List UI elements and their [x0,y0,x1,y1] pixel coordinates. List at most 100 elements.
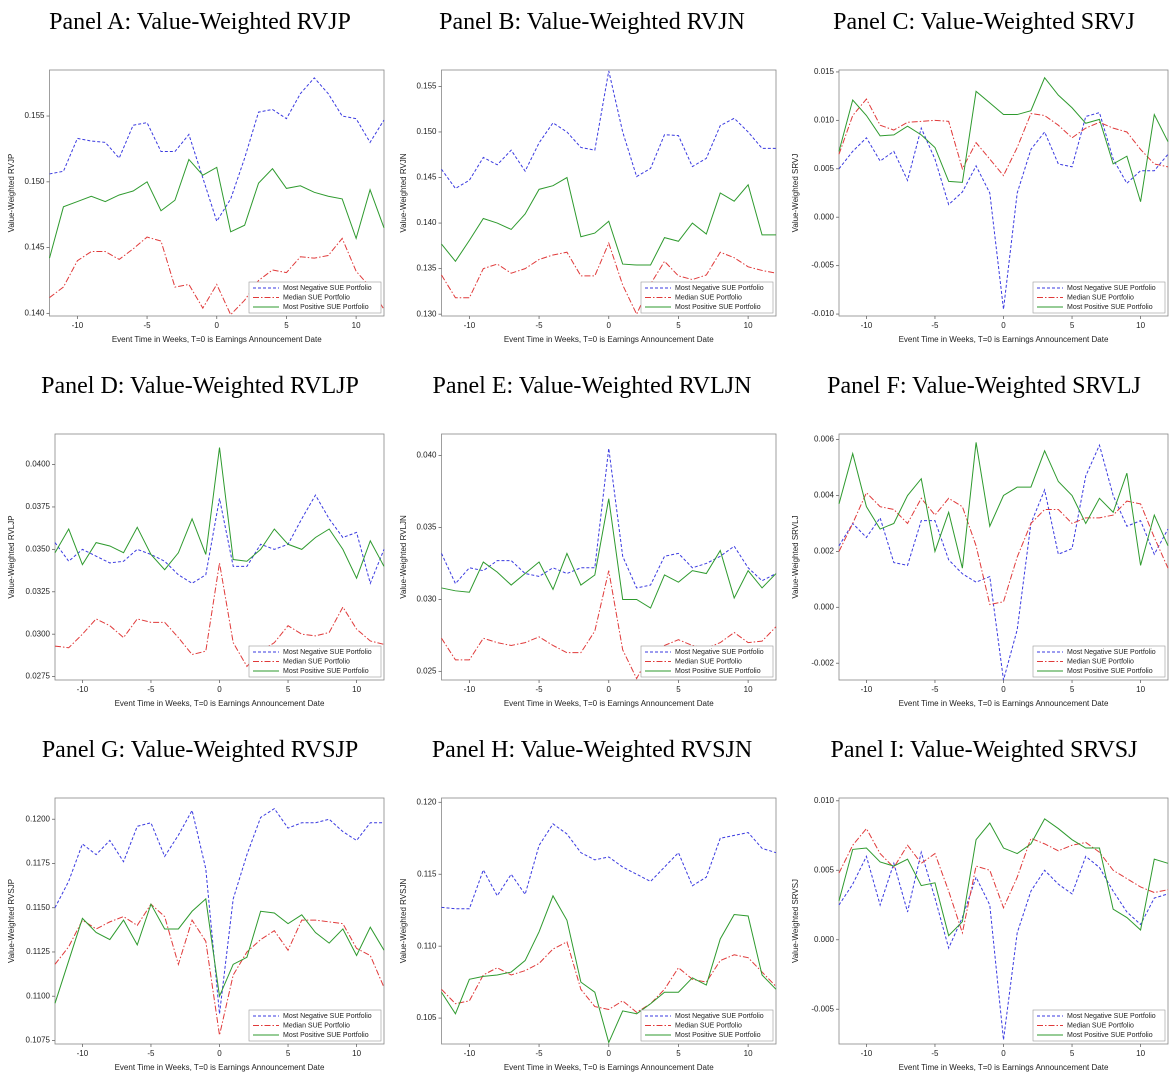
legend-box [640,281,774,314]
panel: Panel G: Value-Weighted RVSJP 0.1075 0.110… [0,728,390,1077]
y-tick-label: -0.005 [811,261,834,270]
y-axis-label: Value-Weighted SRVJ [791,154,800,233]
x-axis-label: Event Time in Weeks, T=0 is Earnings Ann… [504,1063,714,1072]
y-tick-label: 0.120 [416,797,437,806]
plot-frame [54,797,385,1045]
series-line [49,77,385,223]
y-axis-label: Value-Weighted RVLJN [399,515,408,599]
legend-label: Median SUE Portfolio [283,658,350,665]
plot-frame [838,433,1169,681]
y-axis-label: Value-Weighted RVSJN [399,879,408,964]
x-tick-label: 10 [1136,321,1145,330]
x-tick-label: 5 [676,1049,681,1058]
series-line [838,818,1169,937]
y-tick-label: 0.115 [417,869,437,878]
y-tick-label: 0.155 [416,82,437,91]
series-line [441,941,777,1013]
y-axis-label: Value-Weighted RVSJP [7,879,16,963]
y-axis-label: Value-Weighted SRVSJ [791,879,800,963]
y-axis-label: Value-Weighted RVJN [399,153,408,232]
y-tick-label: 0.040 [416,451,437,460]
x-tick-label: 10 [1136,1049,1145,1058]
panel-title: Panel I: Value-Weighted SRVSJ [830,737,1138,763]
y-axis-label: Value-Weighted RVLJP [7,515,16,598]
series-line [441,823,777,910]
panel-title: Panel B: Value-Weighted RVJN [439,9,745,35]
y-tick-label: 0.135 [416,264,437,273]
series-line [54,903,385,1036]
y-axis-label: Value-Weighted RVJP [7,154,16,233]
panel: Panel H: Value-Weighted RVSJN 0.105 0.110 0… [392,728,782,1077]
x-tick-label: 5 [1070,1049,1075,1058]
x-tick-label: 10 [352,321,361,330]
x-axis-label: Event Time in Weeks, T=0 is Earnings Ann… [899,1063,1109,1072]
x-axis-label: Event Time in Weeks, T=0 is Earnings Ann… [504,699,714,708]
x-axis-label: Event Time in Weeks, T=0 is Earnings Ann… [899,699,1109,708]
y-tick-label: 0.0400 [26,460,51,469]
legend-label: Most Negative SUE Portfolio [675,1013,764,1020]
legend-box [1032,645,1166,678]
legend-label: Most Positive SUE Portfolio [1067,1032,1153,1039]
y-tick-label: 0.0300 [26,629,51,638]
chart: -0.002 0.000 0.002 0.004 0.006 -10 -5 0 5 10 Event… [791,433,1169,708]
series-line [54,807,384,1014]
x-tick-label: 10 [744,685,753,694]
x-tick-label: -5 [147,685,155,694]
y-tick-label: -0.005 [811,1004,834,1013]
x-tick-label: -10 [464,1049,476,1058]
panel-title: Panel H: Value-Weighted RVSJN [431,737,753,763]
y-tick-label: 0.0325 [26,587,51,596]
x-tick-label: -10 [77,685,89,694]
chart: 0.0275 0.0300 0.0325 0.0350 0.0375 0.0400 -10 -… [7,433,385,708]
y-tick-label: 0.025 [416,666,437,675]
legend-label: Most Positive SUE Portfolio [675,668,761,675]
x-axis-label: Event Time in Weeks, T=0 is Earnings Ann… [115,1063,325,1072]
x-tick-label: 5 [676,685,681,694]
series-line [441,448,777,589]
x-tick-label: -10 [77,1049,89,1058]
y-tick-label: 0.010 [814,796,835,805]
legend-box [248,1009,382,1042]
x-tick-label: -10 [861,321,873,330]
legend-label: Most Positive SUE Portfolio [1067,304,1153,311]
x-tick-label: -10 [72,321,84,330]
chart: -0.005 0.000 0.005 0.010 -10 -5 0 5 10 Event Time… [791,796,1169,1072]
panel-title: Panel A: Value-Weighted RVJP [49,9,351,35]
legend-box [640,645,774,678]
y-tick-label: 0.0350 [26,544,51,553]
y-tick-label: 0.005 [814,865,835,874]
x-tick-label: -5 [931,321,939,330]
y-tick-label: 0.000 [814,212,835,221]
chart: 0.105 0.110 0.115 0.120 -10 -5 0 5 10 Event Time … [399,797,777,1072]
y-tick-label: 0.006 [814,435,835,444]
series-line [441,894,777,1045]
y-tick-label: 0.010 [814,115,835,124]
y-tick-label: 0.004 [814,491,835,500]
panel-title: Panel C: Value-Weighted SRVJ [833,9,1135,35]
plot-frame [49,69,385,317]
legend-label: Most Negative SUE Portfolio [1067,649,1156,656]
legend-label: Most Negative SUE Portfolio [1067,285,1156,292]
x-tick-label: 5 [1070,321,1075,330]
legend-label: Most Negative SUE Portfolio [1067,1013,1156,1020]
y-tick-label: 0.015 [814,67,835,76]
x-axis-label: Event Time in Weeks, T=0 is Earnings Ann… [115,699,325,708]
y-tick-label: 0.105 [416,1013,437,1022]
y-tick-label: 0.005 [814,164,835,173]
x-tick-label: 5 [676,321,681,330]
y-tick-label: 0.1150 [26,903,50,912]
panel-title: Panel E: Value-Weighted RVLJN [432,373,752,399]
y-tick-label: -0.010 [811,309,834,318]
x-tick-label: 0 [1001,321,1006,330]
y-tick-label: 0.130 [416,309,437,318]
chart: 0.1075 0.1100 0.1125 0.1150 0.1175 0.1200 -10 -… [7,797,385,1072]
x-tick-label: -5 [536,1049,544,1058]
legend-label: Median SUE Portfolio [283,294,350,301]
panel: Panel E: Value-Weighted RVLJN 0.025 0.030 0… [392,364,782,726]
legend-label: Median SUE Portfolio [675,294,742,301]
series-line [838,850,1169,1040]
panel: Panel D: Value-Weighted RVLJP 0.0275 0.030… [0,364,390,726]
series-line [441,241,777,316]
y-tick-label: 0.150 [416,127,437,136]
